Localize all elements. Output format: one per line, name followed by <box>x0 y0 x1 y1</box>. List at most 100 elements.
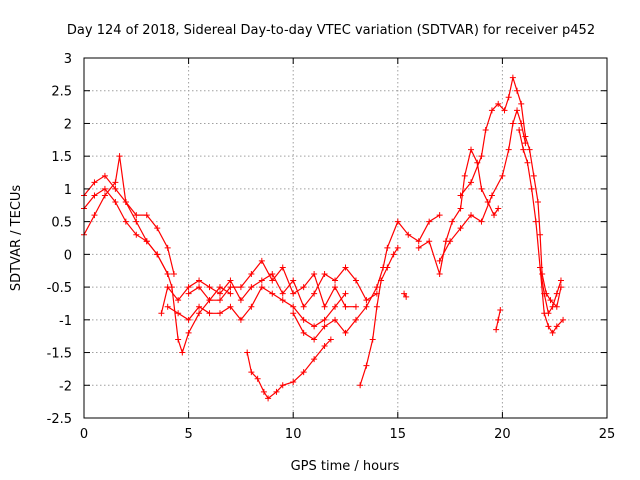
plot-frame <box>83 57 608 419</box>
data-point <box>505 94 512 101</box>
axis-ticks: 0 5 10 15 20 25 -2.5 -2 -1.5 -1 -0.5 0 0.5 1 1.5 2 2.5 3 <box>47 52 616 442</box>
data-point <box>528 185 535 192</box>
data-point <box>352 303 359 310</box>
data-point <box>300 284 307 291</box>
series-line <box>167 286 346 328</box>
data-point <box>269 277 276 284</box>
series-line <box>160 266 378 314</box>
data-point <box>321 271 328 277</box>
data-point <box>390 251 397 258</box>
data-point <box>143 238 150 245</box>
data-point <box>501 107 508 114</box>
data-point <box>279 297 286 304</box>
grid <box>84 58 607 418</box>
data-point <box>530 172 537 179</box>
data-point <box>227 284 234 291</box>
y-tick-label: 0 <box>64 248 72 263</box>
series-line <box>418 147 499 275</box>
data-point <box>468 212 475 219</box>
data-point <box>290 310 297 317</box>
data-point <box>311 323 318 330</box>
data-point <box>101 172 108 179</box>
data-point <box>290 379 297 385</box>
y-tick-label: 3 <box>64 52 72 67</box>
data-point <box>300 303 307 310</box>
data-point <box>553 290 560 297</box>
series-track-13 <box>457 74 564 310</box>
data-point <box>401 290 408 297</box>
data-point <box>518 100 525 107</box>
data-point <box>541 290 548 297</box>
data-point <box>196 310 203 317</box>
data-point <box>436 257 443 264</box>
data-point <box>342 329 349 336</box>
data-point <box>196 277 203 284</box>
data-point <box>300 329 307 336</box>
data-point <box>516 127 523 133</box>
data-point <box>532 218 539 225</box>
data-point <box>436 212 443 219</box>
data-point <box>509 74 516 81</box>
series-track-5 <box>164 284 349 330</box>
data-point <box>342 303 349 310</box>
data-point <box>545 310 552 317</box>
data-point <box>468 179 475 186</box>
data-point <box>164 284 171 291</box>
data-point <box>491 212 498 219</box>
data-point <box>537 231 544 238</box>
data-point <box>164 303 171 310</box>
data-point <box>112 185 119 192</box>
data-point <box>342 290 349 297</box>
data-point <box>269 290 276 297</box>
data-point <box>290 290 297 297</box>
data-point <box>133 218 140 225</box>
data-point <box>164 244 171 251</box>
data-point <box>557 277 564 284</box>
data-point <box>216 290 223 297</box>
data-point <box>394 244 401 251</box>
y-tick-label: -2 <box>59 379 72 394</box>
data-point <box>449 218 456 225</box>
series-line <box>518 129 564 335</box>
data-point <box>185 290 192 297</box>
data-point <box>175 310 182 317</box>
data-point <box>91 192 98 199</box>
y-tick-label: 0.5 <box>51 216 72 231</box>
series-track-8 <box>290 212 443 343</box>
data-point <box>227 277 234 284</box>
data-point <box>497 307 504 313</box>
data-point <box>436 271 443 277</box>
data-point <box>260 388 267 395</box>
data-point <box>495 205 502 212</box>
data-point <box>478 218 485 225</box>
data-point <box>237 284 244 291</box>
data-point <box>258 277 265 284</box>
series-track-6 <box>185 257 359 310</box>
data-point <box>179 349 186 356</box>
x-tick-label: 15 <box>390 427 407 442</box>
data-point <box>185 316 192 323</box>
data-point <box>545 323 552 330</box>
y-tick-label: -1 <box>59 314 72 329</box>
series-track-10 <box>401 290 410 300</box>
data-point <box>534 199 541 205</box>
data-point <box>457 205 464 212</box>
data-point <box>549 303 556 310</box>
data-point <box>373 303 380 310</box>
data-point <box>273 388 280 395</box>
data-point <box>522 133 529 140</box>
data-point <box>112 179 119 186</box>
x-tick-label: 0 <box>80 427 88 442</box>
data-point <box>478 185 485 192</box>
data-point <box>237 316 244 323</box>
data-point <box>206 310 213 317</box>
data-point <box>495 100 502 107</box>
data-point <box>332 316 339 323</box>
data-point <box>158 310 165 317</box>
data-point <box>488 192 495 199</box>
data-point <box>175 297 182 304</box>
y-tick-label: -1.5 <box>47 347 72 362</box>
data-point <box>457 192 464 199</box>
data-point <box>514 87 521 94</box>
data-point <box>403 293 410 300</box>
